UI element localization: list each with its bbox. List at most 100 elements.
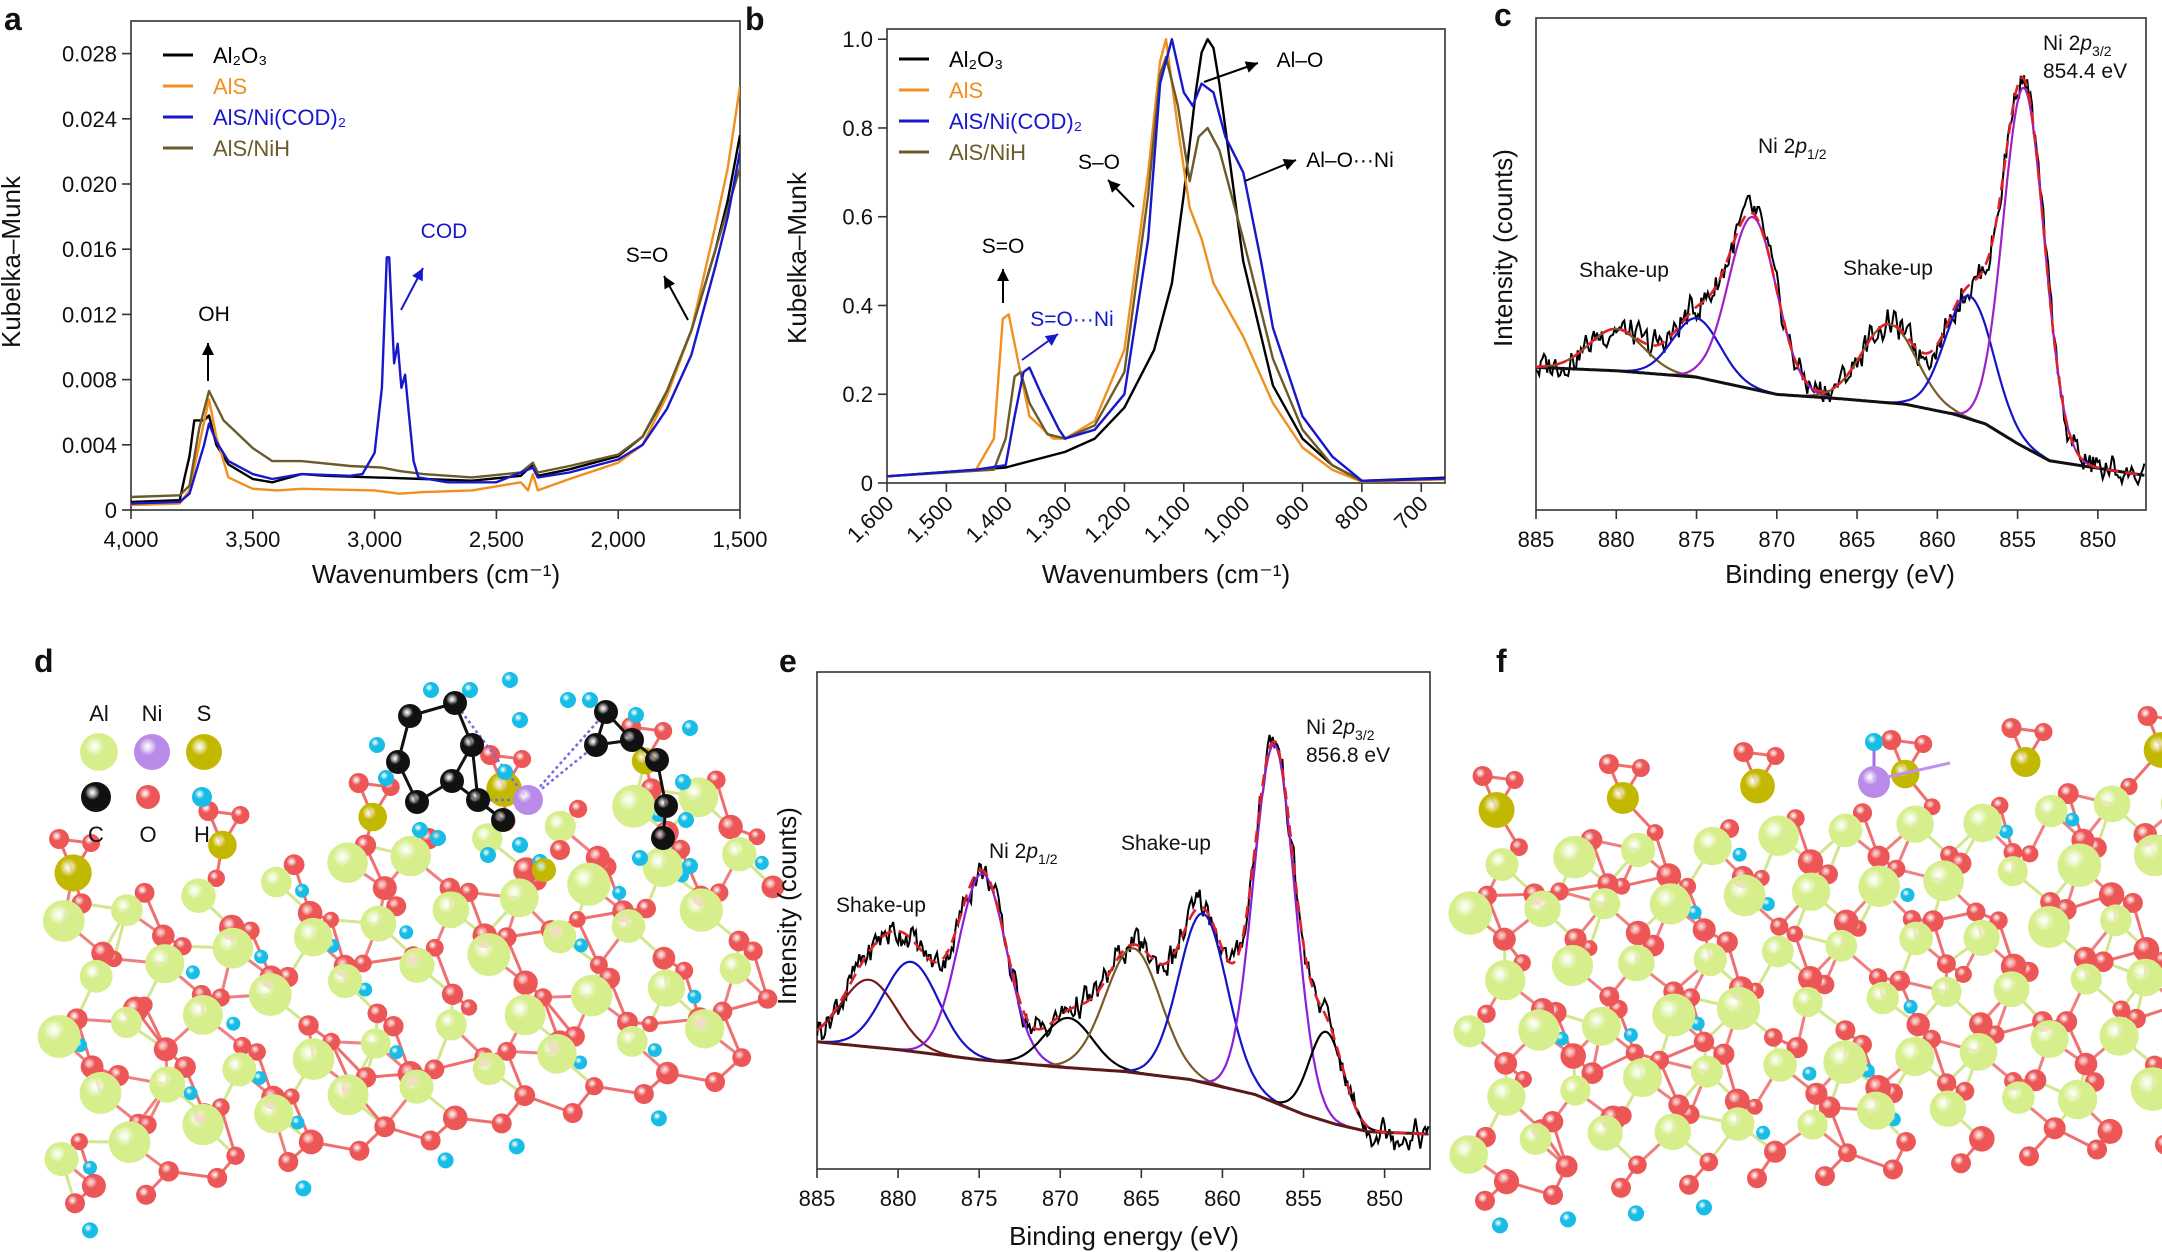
shake-up-label: Shake-up bbox=[1843, 257, 1933, 280]
atom-o bbox=[65, 1193, 85, 1214]
atom-al bbox=[1866, 981, 1900, 1015]
atom-al bbox=[293, 917, 333, 957]
annotation-label: OH bbox=[198, 303, 230, 326]
panel-label-d: d bbox=[34, 643, 54, 679]
atom-o bbox=[1598, 754, 1619, 774]
atom-al bbox=[1620, 832, 1656, 868]
atom-al bbox=[642, 846, 684, 888]
legend-label: AlS bbox=[213, 74, 247, 99]
atom-al bbox=[1758, 815, 1799, 856]
atom-al bbox=[432, 891, 470, 929]
atom-o bbox=[134, 882, 155, 903]
atom-o bbox=[2122, 892, 2143, 913]
atom-o bbox=[1555, 1155, 1578, 1178]
atom-o bbox=[1505, 771, 1524, 789]
atom-al bbox=[1551, 944, 1594, 987]
atom-o bbox=[569, 911, 586, 928]
atom-o bbox=[550, 840, 570, 860]
atom-h bbox=[1756, 1125, 1771, 1140]
atom-legend-al: Al bbox=[89, 701, 109, 726]
atom-o bbox=[207, 1167, 228, 1188]
atom-al bbox=[1963, 803, 2002, 843]
atom-o bbox=[1936, 1073, 1957, 1093]
atom-o bbox=[1472, 766, 1493, 786]
annotation-label: S=O···Ni bbox=[1030, 308, 1113, 331]
fit-component bbox=[817, 1016, 1429, 1136]
atom-h bbox=[678, 812, 694, 828]
x-tick-label-e: 870 bbox=[1042, 1186, 1079, 1211]
atom-o bbox=[589, 955, 608, 974]
atom-h bbox=[512, 837, 528, 853]
y-tick-label-b: 0.2 bbox=[842, 382, 873, 407]
atom-h bbox=[358, 982, 373, 997]
atom-al bbox=[567, 862, 611, 906]
atom-al bbox=[1690, 1055, 1723, 1088]
atom-h bbox=[512, 712, 528, 728]
atom-al bbox=[2099, 1016, 2139, 1056]
atom-o bbox=[283, 854, 305, 876]
peak-label-orbital: p bbox=[2079, 32, 2092, 55]
peak-label-p12: Ni 2p1/2 bbox=[1758, 135, 1827, 162]
atom-h bbox=[682, 720, 698, 736]
coordination-bond bbox=[527, 711, 607, 801]
atom-al bbox=[1899, 921, 1933, 956]
atom-o bbox=[1966, 902, 1986, 922]
atom-al bbox=[435, 1009, 467, 1041]
series-line-als bbox=[131, 86, 740, 507]
y-tick-label-a: 0.024 bbox=[62, 107, 117, 132]
atom-o bbox=[1693, 1031, 1715, 1053]
peak-label-p32: Ni 2p3/2 bbox=[1306, 716, 1375, 743]
atom-o bbox=[1951, 1153, 1971, 1174]
atom-o bbox=[441, 983, 464, 1005]
atom-o bbox=[372, 876, 397, 901]
atom-o bbox=[1969, 1012, 1993, 1036]
atom-al bbox=[2057, 843, 2102, 887]
atom-c bbox=[460, 733, 484, 757]
panel-label-a: a bbox=[4, 1, 22, 37]
atom-al bbox=[1993, 971, 2030, 1008]
x-tick-label-b: 1,100 bbox=[1139, 491, 1196, 548]
peak-energy-label: 854.4 eV bbox=[2043, 60, 2127, 83]
atom-o bbox=[1883, 1159, 1903, 1180]
atom-o bbox=[705, 1072, 725, 1092]
atom-o bbox=[1646, 824, 1664, 841]
panel-label-f: f bbox=[1496, 643, 1507, 679]
fit-component bbox=[817, 947, 1429, 1136]
atom-al bbox=[111, 894, 143, 927]
atom-c bbox=[440, 769, 464, 793]
atom-al bbox=[1693, 826, 1732, 866]
atom-h bbox=[437, 1152, 454, 1169]
peak-label-orbital: p bbox=[1794, 135, 1807, 158]
atom-h bbox=[560, 692, 576, 708]
atom-o bbox=[1747, 1168, 1767, 1189]
atom-o bbox=[1786, 925, 1804, 943]
atom-s bbox=[1478, 792, 1515, 828]
atom-o bbox=[728, 930, 750, 952]
atom-al bbox=[390, 835, 432, 877]
atom-c bbox=[645, 748, 669, 772]
atom-al bbox=[327, 963, 363, 999]
atom-o bbox=[298, 1129, 324, 1155]
atom-al bbox=[1825, 929, 1858, 962]
peak-label-p32: Ni 2p3/2 bbox=[2043, 32, 2112, 59]
atom-o bbox=[1564, 928, 1587, 951]
atom-al bbox=[1895, 1036, 1935, 1077]
series-line-alsnicod bbox=[131, 151, 740, 505]
x-axis-title-e: Binding energy (eV) bbox=[1009, 1221, 1239, 1251]
atom-al bbox=[42, 900, 85, 942]
fit-component bbox=[817, 743, 1429, 1136]
atom-o bbox=[491, 1113, 512, 1134]
atom-al bbox=[145, 944, 185, 984]
atom-h bbox=[1900, 888, 1915, 902]
atom-al bbox=[537, 1034, 577, 1074]
annotation-arrow-head bbox=[664, 276, 676, 290]
atom-ni bbox=[513, 785, 543, 815]
atom-al bbox=[1858, 865, 1900, 908]
atom-h bbox=[2065, 812, 2080, 827]
atom-o bbox=[1733, 742, 1754, 762]
atom-c bbox=[654, 794, 678, 818]
atom-al bbox=[2126, 958, 2162, 997]
y-tick-label-b: 0.8 bbox=[842, 116, 873, 141]
atom-al bbox=[399, 947, 435, 983]
